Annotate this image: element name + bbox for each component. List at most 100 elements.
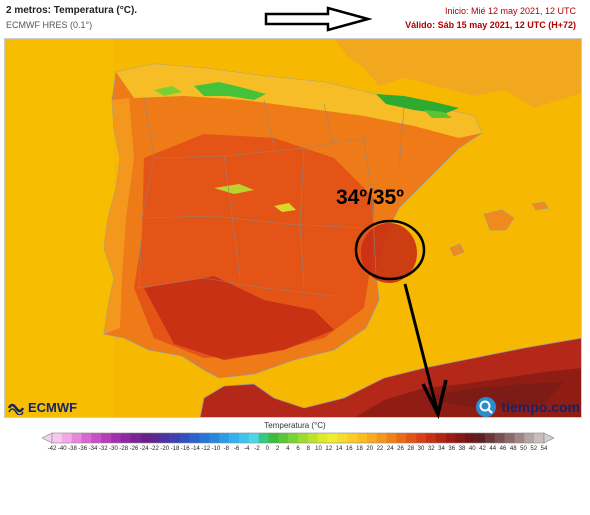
ecmwf-logo: ECMWF — [7, 400, 77, 415]
colorbar-tick-label: 26 — [397, 446, 404, 452]
colorbar-segment — [150, 433, 161, 443]
colorbar-segment — [425, 433, 437, 443]
colorbar-tick-label: -22 — [150, 446, 159, 452]
ecmwf-logo-text: ECMWF — [28, 400, 78, 415]
colorbar-tick-label: 24 — [386, 446, 394, 452]
portugal-coast — [104, 98, 134, 334]
colorbar-tick-label: 14 — [335, 446, 343, 452]
colorbar-tick-label: 16 — [345, 446, 353, 452]
colorbar-tick-label: 38 — [458, 446, 466, 452]
colorbar-tick-label: 10 — [315, 446, 322, 452]
colorbar-segment — [337, 433, 348, 443]
colorbar-tick-label: 0 — [265, 446, 269, 452]
colorbar-tick-label: 18 — [356, 446, 363, 452]
colorbar-segment — [120, 433, 132, 443]
colorbar-tick-label: -16 — [180, 446, 190, 452]
valid-time: Válido: Sáb 15 may 2021, 12 UTC (H+72) — [405, 20, 576, 30]
colorbar-segment — [81, 433, 92, 443]
colorbar-segment — [278, 433, 289, 443]
arrow-right-annotation-icon — [264, 6, 372, 32]
colorbar-tick-label: -4 — [244, 446, 250, 452]
colorbar-segment — [416, 433, 427, 443]
temperature-map — [4, 38, 582, 418]
colorbar-high-arrow — [543, 432, 554, 444]
colorbar-segment — [465, 433, 476, 443]
colorbar-tick-label: -14 — [191, 446, 200, 452]
colorbar-segment — [494, 433, 505, 443]
colorbar-segment — [199, 433, 210, 443]
colorbar-tick-label: 4 — [286, 446, 290, 452]
colorbar-segment — [288, 433, 299, 443]
colorbar-tick-label: -8 — [223, 446, 229, 452]
colorbar-segment — [455, 433, 466, 443]
colorbar-segment — [396, 433, 407, 443]
colorbar-tick-label: -6 — [233, 446, 240, 452]
legend-title: Temperatura (°C) — [264, 421, 326, 430]
colorbar-segment — [524, 433, 535, 443]
colorbar-segment — [111, 433, 122, 443]
colorbar-tick-label: 6 — [296, 446, 300, 452]
colorbar-segment — [140, 433, 151, 443]
colorbar-segment — [91, 433, 102, 443]
colorbar-tick-label: -42 — [47, 446, 57, 452]
colorbar-segment — [258, 433, 269, 443]
model-name: ECMWF HRES (0.1°) — [6, 20, 93, 30]
colorbar-tick-label: -10 — [211, 446, 221, 452]
colorbar-segment — [445, 433, 456, 443]
colorbar-segment — [189, 433, 200, 443]
colorbar-tick-label: 50 — [520, 446, 527, 452]
temperature-annotation-label: 34º/35º — [336, 186, 404, 209]
colorbar-segment — [327, 433, 338, 443]
colorbar-tick-label: 30 — [417, 446, 425, 452]
colorbar-tick-label: -24 — [139, 446, 149, 452]
colorbar-tick-label: -32 — [98, 446, 108, 452]
guadalquivir-hot-zone — [144, 276, 334, 360]
colorbar-tick-label: -18 — [170, 446, 180, 452]
cantabrian-mountains — [194, 82, 266, 100]
colorbar-segment — [298, 433, 309, 443]
pyrenees-mountains — [376, 94, 459, 114]
mallorca — [483, 209, 515, 231]
tiempo-search-icon — [476, 397, 497, 417]
colorbar-segment — [406, 433, 417, 443]
colorbar-tick-label: 48 — [509, 446, 517, 452]
colorbar-segment — [130, 433, 141, 443]
colorbar-tick-label: -36 — [78, 446, 88, 452]
colorbar-tick-label: 28 — [407, 446, 415, 452]
colorbar-tick-label: 40 — [468, 446, 476, 452]
colorbar-segment — [435, 433, 446, 443]
colorbar-ticks: -42 -40 -38 -36 -34 -32 -30 -28 -26 -24 -22 -20 -18-… — [0, 446, 590, 456]
colorbar-segment — [179, 433, 191, 443]
colorbar-segment — [219, 433, 230, 443]
tiempo-logo: tiempo.com — [475, 396, 580, 418]
colorbar-segment — [160, 433, 171, 443]
france-landmass — [334, 38, 582, 108]
ibiza — [449, 243, 465, 257]
colorbar-tick-label: 42 — [479, 446, 486, 452]
colorbar-segment — [504, 433, 515, 443]
colorbar-tick-label: 32 — [427, 446, 435, 452]
header-left: 2 metros: Temperatura (°C). ECMWF HRES (… — [6, 4, 137, 32]
colorbar-segment — [376, 433, 387, 443]
colorbar-tick-label: 54 — [540, 446, 548, 452]
colorbar-tick-label: -34 — [88, 446, 98, 452]
colorbar-tick-label: -20 — [160, 446, 170, 452]
colorbar-segment — [101, 433, 112, 443]
ecmwf-swirl-icon — [7, 403, 25, 415]
colorbar-segment — [347, 433, 358, 443]
colorbar-segment — [475, 433, 486, 443]
colorbar-segment — [71, 433, 82, 443]
colorbar-tick-label: -28 — [119, 446, 129, 452]
colorbar-low-arrow — [42, 432, 53, 444]
colorbar-tick-label: -12 — [201, 446, 211, 452]
temperature-colorbar — [42, 432, 554, 444]
menorca — [531, 201, 549, 211]
colorbar-tick-label: -40 — [57, 446, 67, 452]
map-title: 2 metros: Temperatura (°C). — [6, 5, 138, 16]
colorbar-segment — [170, 433, 181, 443]
colorbar-segment — [52, 433, 63, 443]
colorbar-tick-label: 46 — [499, 446, 507, 452]
colorbar-tick-label: 52 — [530, 446, 538, 452]
valencia-hot-spot — [361, 223, 417, 283]
colorbar-tick-label: 12 — [325, 446, 333, 452]
